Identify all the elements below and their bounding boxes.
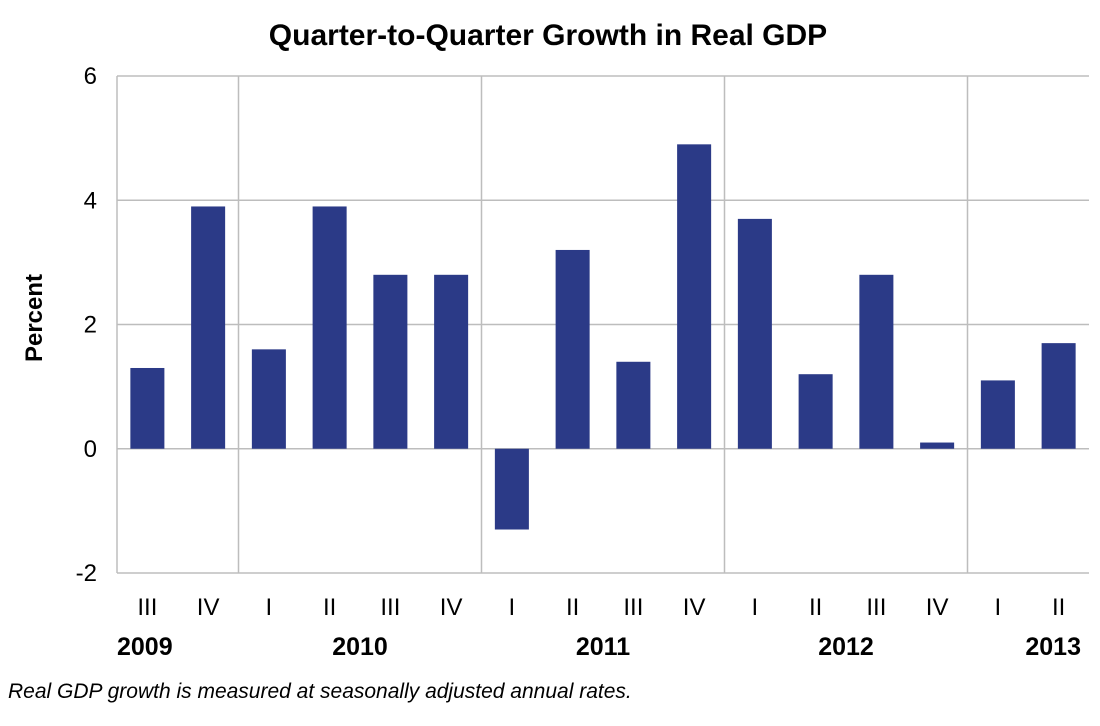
y-tick-label: 2 [84,312,97,339]
y-tick-label: 0 [84,436,97,463]
year-label: 2010 [332,633,388,661]
bar [434,274,469,449]
x-tick-label: IV [926,594,949,621]
y-tick-label: 4 [84,187,97,214]
y-tick-label: -2 [76,560,97,587]
year-label: 2013 [1025,633,1081,661]
x-tick-label: III [380,594,400,621]
x-tick-label: III [137,594,157,621]
x-tick-label: I [995,594,1002,621]
bar [312,206,347,449]
bar [1041,343,1076,449]
bar [677,144,712,449]
bar [859,274,894,449]
bar [373,274,408,449]
bar [494,448,529,530]
grid-layer [116,75,1089,574]
x-tick-label: II [566,594,579,621]
bar [191,206,226,449]
year-label: 2009 [117,633,173,661]
x-tick-label: I [509,594,516,621]
x-tick-label: II [809,594,822,621]
chart-title: Quarter-to-Quarter Growth in Real GDP [269,19,827,52]
x-tick-label: IV [683,594,706,621]
bar [798,374,833,449]
x-tick-label: III [866,594,886,621]
bars-layer [130,144,1076,530]
bar [980,380,1015,449]
bar [616,361,651,449]
bar [555,249,590,449]
x-tick-label: II [1052,594,1065,621]
y-axis-label: Percent [21,274,48,362]
x-tick-label: I [266,594,273,621]
x-tick-label: IV [197,594,220,621]
bar [920,442,955,449]
year-label: 2011 [576,633,630,661]
bar [737,218,772,449]
bar [130,367,165,449]
x-tick-label: III [623,594,643,621]
x-tick-label: IV [440,594,463,621]
footnote: Real GDP growth is measured at seasonall… [8,680,632,703]
x-tick-label: II [323,594,336,621]
y-tick-label: 6 [84,63,97,90]
year-label: 2012 [818,633,874,661]
bar [251,349,286,449]
x-tick-label: I [752,594,759,621]
